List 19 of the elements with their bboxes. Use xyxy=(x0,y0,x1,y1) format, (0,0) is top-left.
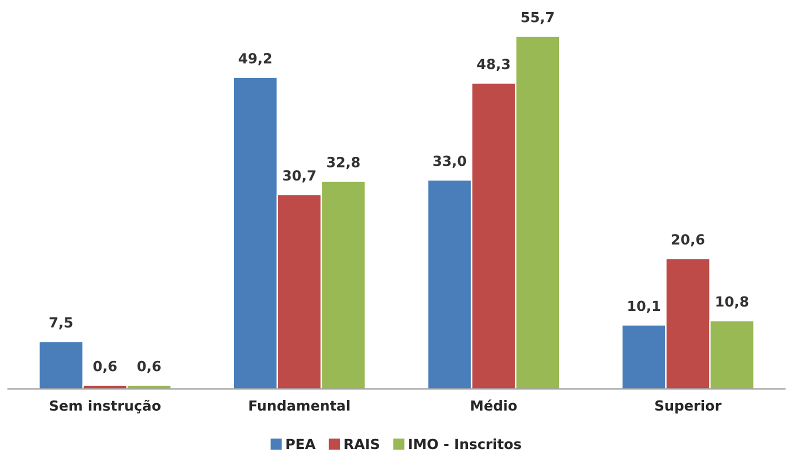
data-label: 0,6 xyxy=(137,360,161,374)
data-label: 7,5 xyxy=(50,317,72,330)
data-label: 10,1 xyxy=(628,300,660,313)
x-tick-label: Médio xyxy=(471,399,517,411)
legend-label: RAIS xyxy=(344,438,380,450)
data-label: 32,8 xyxy=(327,156,360,170)
data-label: 49,2 xyxy=(238,53,272,66)
legend-label: PEA xyxy=(286,438,316,450)
data-label: 0,6 xyxy=(93,360,117,374)
data-label: 33,0 xyxy=(433,156,466,168)
data-label: 55,7 xyxy=(522,12,554,24)
x-tick-label: Sem instrução xyxy=(50,400,161,414)
x-tick-label: Superior xyxy=(655,400,722,414)
x-tick-label: Fundamental xyxy=(249,400,350,411)
legend-label: IMO - Inscritos xyxy=(409,438,521,450)
data-label: 48,3 xyxy=(477,58,510,71)
data-label: 30,7 xyxy=(283,170,316,182)
data-label: 10,8 xyxy=(716,296,748,308)
data-label: 20,6 xyxy=(672,234,704,246)
